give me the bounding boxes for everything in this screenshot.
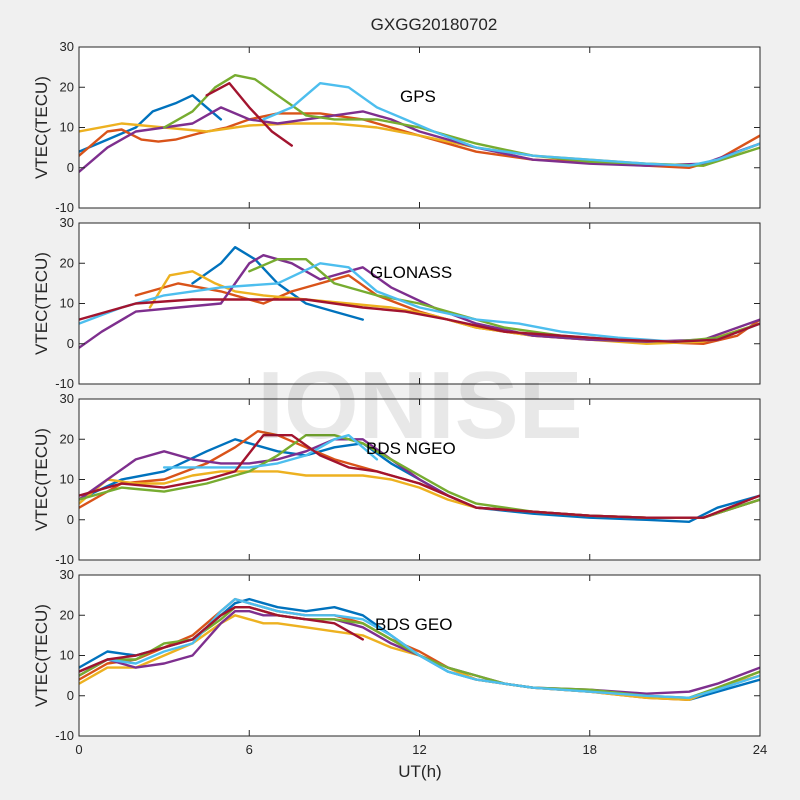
y-axis-label: VTEC(TECU)	[32, 428, 51, 531]
series-line-5	[162, 434, 379, 469]
panel-label: BDS NGEO	[366, 439, 456, 458]
y-tick-label: 20	[60, 255, 74, 270]
panel-series-group	[79, 74, 760, 173]
series-line-5	[262, 82, 760, 167]
x-tick-label: 12	[412, 742, 426, 757]
y-tick-label: -10	[55, 200, 74, 215]
series-line-6	[79, 434, 760, 519]
y-tick-label: 30	[60, 215, 74, 230]
x-tick-label: 6	[246, 742, 253, 757]
y-axis-label: VTEC(TECU)	[32, 76, 51, 179]
y-axis-label: VTEC(TECU)	[32, 252, 51, 355]
watermark-text: IONISE	[257, 352, 582, 459]
panel-label: GPS	[400, 87, 436, 106]
y-tick-label: 0	[67, 512, 74, 527]
x-axis-label: UT(h)	[398, 762, 441, 781]
panel-2: -10 0 10 20 30 VTEC(TECU) BDS NGEO	[32, 391, 761, 567]
x-tick-label: 24	[753, 742, 767, 757]
x-tick-label: 18	[583, 742, 597, 757]
panel-label: BDS GEO	[375, 615, 452, 634]
series-line-6	[79, 606, 364, 673]
panel-label: GLONASS	[370, 263, 452, 282]
y-tick-label: 30	[60, 39, 74, 54]
panel-1: -10 0 10 20 30 VTEC(TECU) GLONASS	[32, 215, 761, 391]
y-tick-label: 20	[60, 79, 74, 94]
y-tick-label: 10	[60, 296, 74, 311]
chart-title: GXGG20180702	[371, 15, 498, 34]
y-tick-label: 10	[60, 472, 74, 487]
y-tick-label: -10	[55, 728, 74, 743]
y-tick-label: 30	[60, 391, 74, 406]
series-line-3	[79, 254, 760, 349]
panel-0: -10 0 10 20 30 VTEC(TECU) GPS	[32, 39, 761, 215]
panel-series-group	[79, 246, 760, 349]
y-axis-label: VTEC(TECU)	[32, 604, 51, 707]
series-line-6	[205, 82, 293, 147]
series-line-5	[79, 597, 760, 699]
y-tick-label: 20	[60, 607, 74, 622]
y-tick-label: 10	[60, 648, 74, 663]
panel-series-group	[79, 597, 760, 701]
y-tick-label: 0	[67, 336, 74, 351]
series-line-0	[191, 246, 364, 321]
series-line-0	[79, 438, 760, 523]
y-tick-label: 0	[67, 160, 74, 175]
y-tick-label: 30	[60, 567, 74, 582]
y-tick-label: 0	[67, 688, 74, 703]
y-tick-label: -10	[55, 552, 74, 567]
y-tick-label: 20	[60, 431, 74, 446]
y-tick-label: -10	[55, 376, 74, 391]
x-tick-label: 0	[75, 742, 82, 757]
series-line-6	[79, 298, 760, 343]
y-tick-label: 10	[60, 120, 74, 135]
panel-series-group	[79, 430, 760, 523]
series-line-0	[79, 94, 223, 153]
